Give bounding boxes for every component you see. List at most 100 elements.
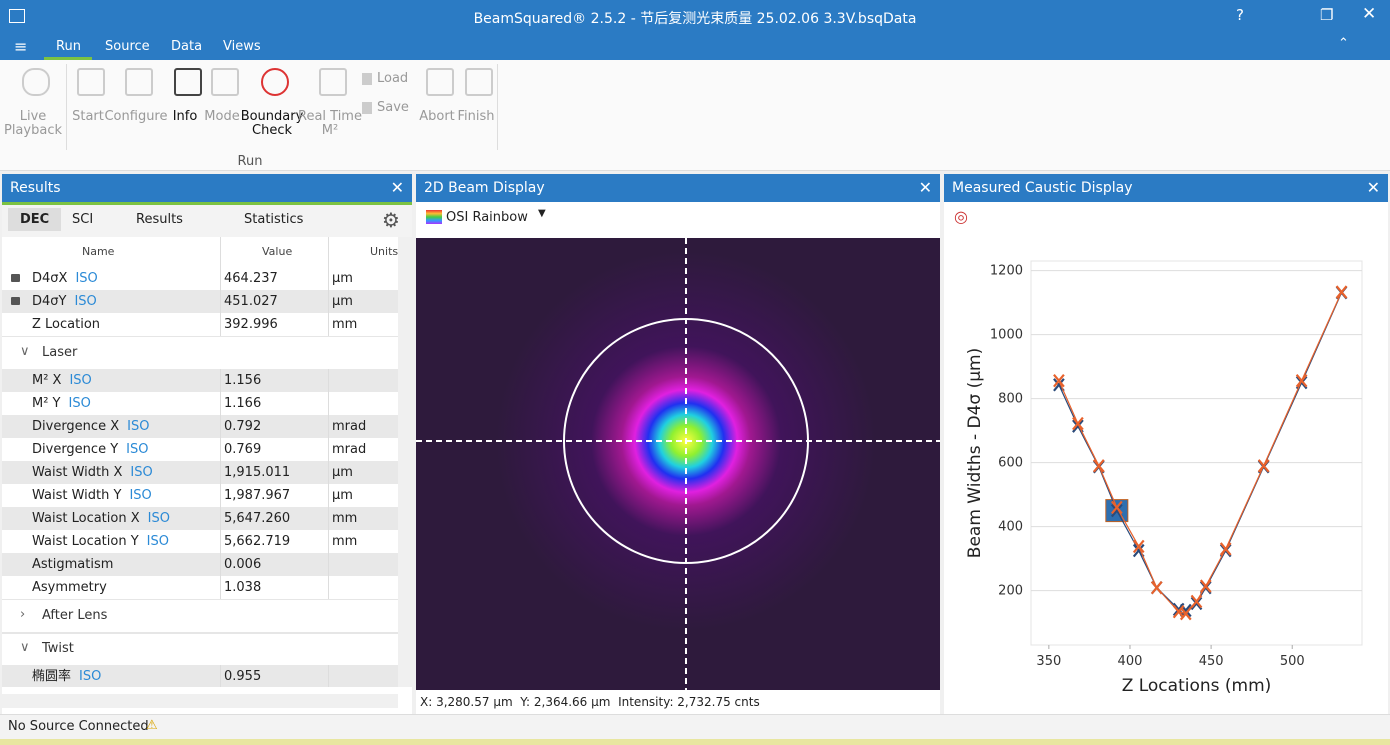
cell-divider [328,461,329,484]
ribbon-button[interactable]: Start [72,109,104,124]
ribbon-button[interactable]: Abort [419,109,455,124]
panel-header: Results ✕ [2,174,412,202]
row-name: M² Y ISO [32,396,91,411]
restore-button[interactable]: ❐ [1320,6,1334,24]
row-value: 1,915.011 [224,465,291,480]
row-name: Waist Width Y ISO [32,488,152,503]
active-tab-underline [44,57,92,60]
ribbon-icon [22,68,50,96]
ribbon-button[interactable]: Finish [457,109,495,124]
menu-tab[interactable]: Run [56,39,81,54]
data-point [1219,542,1232,556]
y-tick-label: 600 [998,456,1023,471]
y-tick-label: 1200 [990,264,1023,279]
row-name: Asymmetry [32,580,107,595]
table-header: Name Value Units [2,237,398,268]
row-unit: mrad [332,442,367,457]
row-name: D4σY ISO [32,294,97,309]
h-scrollbar[interactable] [2,694,398,708]
toolbar-button[interactable]: DEC [8,208,62,231]
cell-divider [220,461,221,484]
toolbar-button[interactable]: Results [136,212,183,227]
table-row: Z Location 392.996 mm [2,313,398,337]
data-point [1190,596,1203,611]
row-value: 1.156 [224,373,262,388]
cell-divider [220,553,221,576]
ribbon-icon [174,68,202,96]
menu-tab[interactable]: Data [171,39,203,54]
menu-tab[interactable]: Views [223,39,261,54]
ribbon: Live Playback Start Configure Info Mode Bound… [0,60,1390,171]
row-unit: mrad [332,419,367,434]
row-value: 451.027 [224,294,278,309]
x-tick-label: 500 [1280,654,1305,669]
close-panel[interactable]: ✕ [1366,178,1380,197]
table-row: Waist Location Y ISO 5,662.719 mm [2,530,398,554]
row-name: 椭圆率 ISO [32,669,102,684]
data-point [1110,500,1123,515]
row-name: M² X ISO [32,373,92,388]
ribbon-button[interactable]: Real Time M² [298,109,362,138]
ribbon-button[interactable]: Boundary Check [240,109,304,138]
ribbon-button[interactable]: Live Playback [3,109,62,138]
close-panel[interactable]: ✕ [918,178,932,197]
cell-divider [220,484,221,507]
data-point [1199,579,1212,593]
row-value: 1.166 [224,396,262,411]
collapse-ribbon[interactable]: ⌃ [1338,36,1349,51]
row-value: 0.006 [224,557,262,572]
row-value: 1,987.967 [224,488,291,503]
expander[interactable]: › [20,607,26,622]
row-unit: mm [332,511,358,526]
toolbar-button[interactable]: Statistics [244,212,304,227]
cell-divider [328,313,329,336]
hamburger[interactable]: ≡ [14,37,28,56]
settings[interactable]: ⚙ [382,208,400,232]
table-row: Waist Location X ISO 5,647.260 mm [2,507,398,531]
data-point [1092,459,1105,473]
cell-divider [328,553,329,576]
ribbon-button[interactable]: Configure [104,109,168,124]
menu-tab[interactable]: Source [105,39,150,54]
close-panel[interactable]: ✕ [390,178,404,197]
lock-icon [11,274,20,282]
table-row: D4σY ISO 451.027 µm [2,290,398,314]
beam-image [416,238,940,690]
row-name: Waist Location X ISO [32,511,170,526]
close-button[interactable]: ✕ [1362,4,1377,24]
row-tag: ISO [130,465,153,480]
cell-divider [220,530,221,553]
row-value: 5,647.260 [224,511,291,526]
section-title: Twist [42,641,74,656]
ribbon-button[interactable]: Info [172,109,198,124]
cell-divider [220,438,221,461]
toolbar-button[interactable]: SCI [72,212,94,227]
cell-divider [220,267,221,290]
cell-divider [328,484,329,507]
panel-title: Measured Caustic Display [952,180,1133,196]
scrollbar[interactable] [398,237,412,687]
chart-tool[interactable]: ◎ [954,207,968,226]
ribbon-group-label: Run [237,154,263,169]
data-point [1190,594,1203,609]
data-point [1053,373,1065,388]
expander[interactable]: ∨ [20,344,30,359]
table-row: 椭圆率 ISO 0.955 [2,665,398,687]
dropdown-arrow[interactable]: ▼ [538,208,546,219]
row-tag: ISO [147,511,170,526]
cell-divider [220,369,221,392]
expander[interactable]: ∨ [20,640,30,655]
palette-select[interactable]: OSI Rainbow [446,210,528,225]
row-unit: µm [332,294,353,309]
ribbon-button[interactable]: Load [377,71,409,86]
row-unit: µm [332,271,353,286]
x-tick-label: 350 [1036,654,1061,669]
cell-divider [220,576,221,599]
column-header: Value [262,245,293,258]
row-unit: µm [332,488,353,503]
ribbon-button[interactable]: Save [377,100,409,115]
row-tag: ISO [79,669,102,684]
help-button[interactable]: ? [1236,6,1244,24]
ribbon-button[interactable]: Mode [204,109,240,124]
data-point [1257,459,1270,473]
